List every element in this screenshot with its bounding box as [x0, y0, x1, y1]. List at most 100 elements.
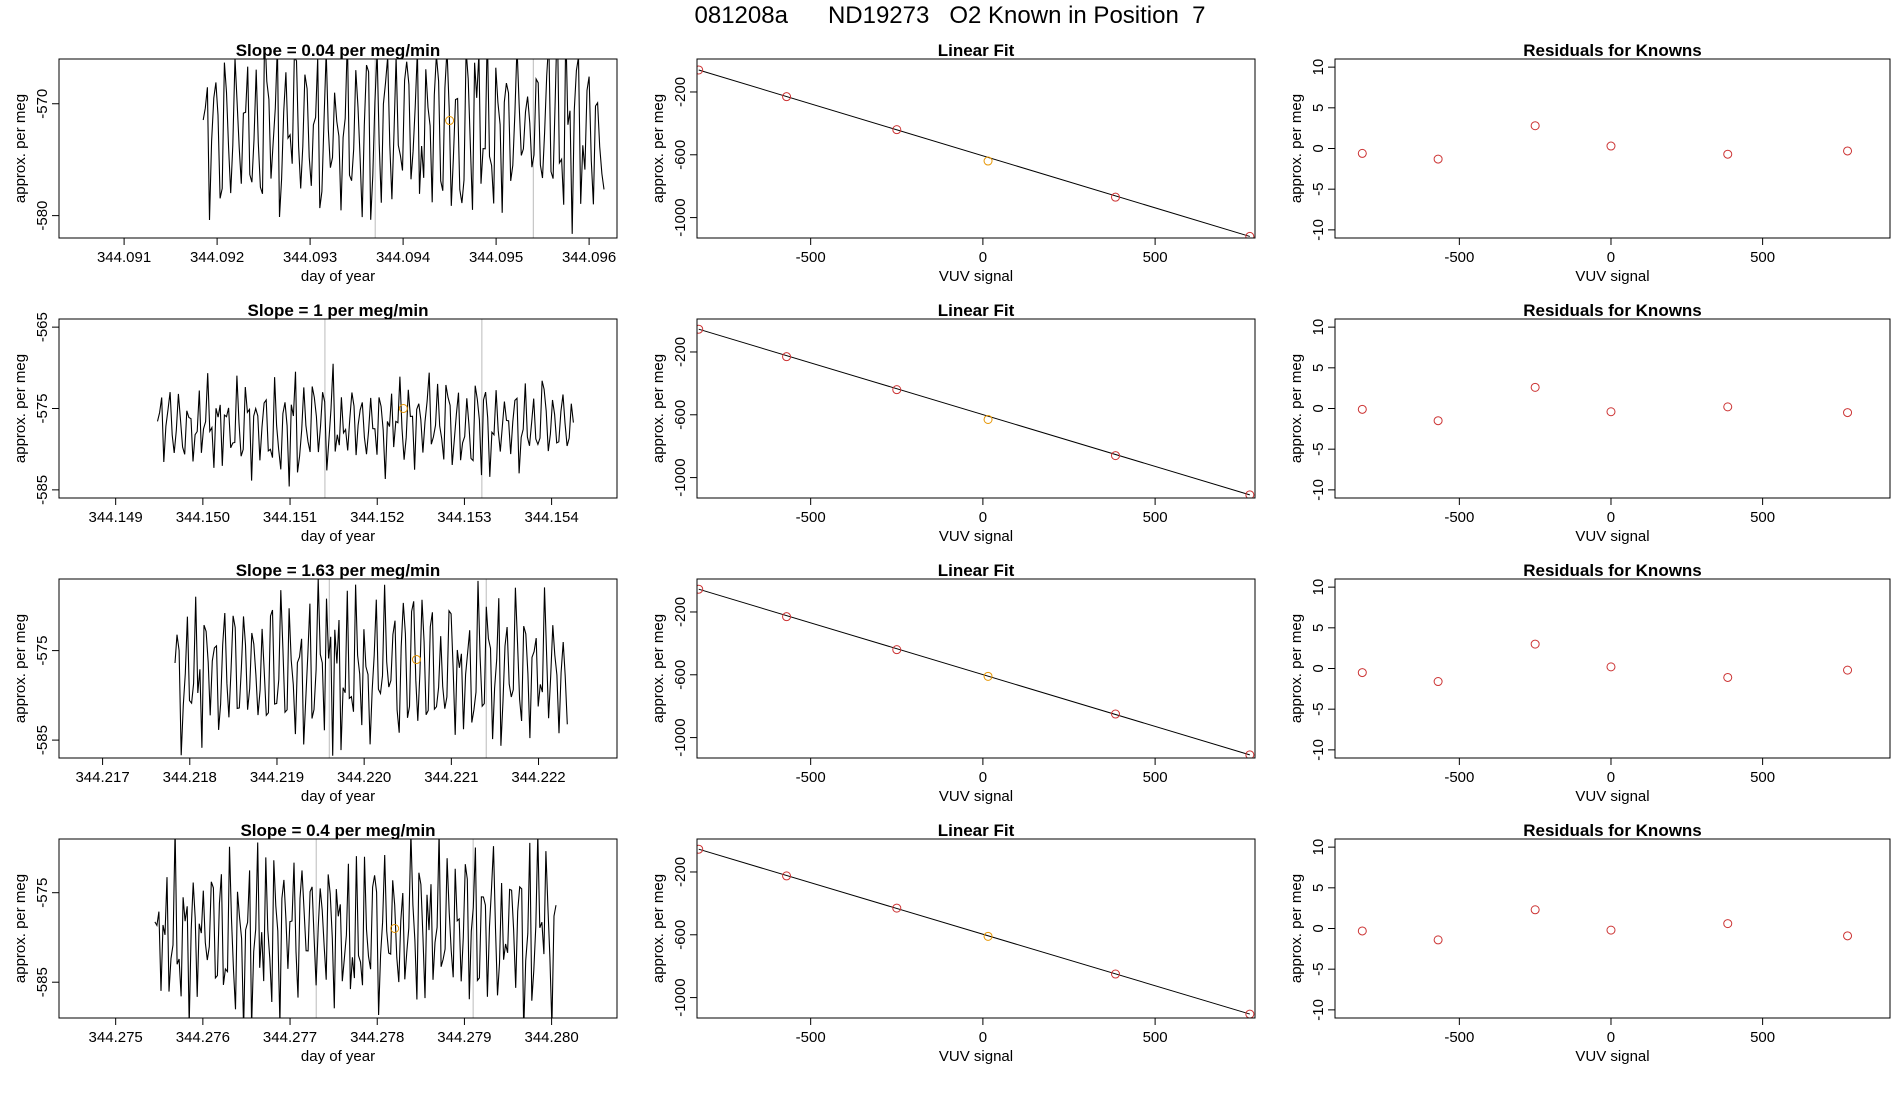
panel-r2-c2: Linear Fit -500 0 500 VUV signal -1000 -600 -20… [650, 301, 1256, 545]
y-tick-label: -10 [1310, 219, 1327, 241]
y-axis-label: approx. per meg [1288, 354, 1305, 463]
plot-area [156, 319, 574, 498]
fit-line [698, 848, 1250, 1015]
panel-r2-c1: Slope = 1 per meg/min 344.149 344.150 344.1… [12, 301, 618, 545]
data-point [1433, 935, 1443, 945]
y-tick-label: 5 [1310, 624, 1327, 632]
y-tick-label: -10 [1310, 999, 1327, 1021]
plot-title: Residuals for Knowns [1523, 821, 1702, 840]
panel-r3-c1: Slope = 1.63 per meg/min 344.217 344.218 34… [12, 561, 618, 805]
plot-area [697, 584, 1255, 758]
signal-trace [174, 579, 568, 756]
x-tick-label: 344.222 [511, 769, 565, 786]
y-tick-label: -600 [672, 920, 689, 950]
x-tick-label: -500 [796, 1029, 826, 1046]
y-tick-label: 0 [1310, 404, 1327, 412]
plot-area [1357, 121, 1853, 164]
x-tick-label: 344.095 [469, 249, 523, 266]
panel-r3-c2: Linear Fit -500 0 500 VUV signal -1000 -600 -20… [650, 561, 1256, 805]
panel-r2-c3: Residuals for Knowns -500 0 500 VUV signal -1… [1288, 301, 1891, 545]
plot-frame [696, 58, 1256, 239]
x-axis-label: VUV signal [1575, 528, 1649, 545]
y-axis-label: approx. per meg [650, 354, 667, 463]
y-tick-label: -565 [34, 312, 51, 342]
y-axis-label: approx. per meg [12, 874, 29, 983]
y-tick-label: -585 [34, 967, 51, 997]
plot-title: Residuals for Knowns [1523, 41, 1702, 60]
x-tick-label: 344.091 [97, 249, 151, 266]
y-axis-label: approx. per meg [1288, 94, 1305, 203]
plot-frame [696, 318, 1256, 499]
y-tick-label: -575 [34, 878, 51, 908]
data-point [1606, 141, 1616, 151]
x-axis-label: day of year [301, 1048, 375, 1065]
x-axis-label: VUV signal [939, 788, 1013, 805]
data-point [892, 645, 902, 655]
y-tick-label: 10 [1310, 319, 1327, 336]
x-tick-label: 344.277 [263, 1029, 317, 1046]
x-tick-label: 0 [1607, 1029, 1615, 1046]
data-point [1111, 969, 1120, 979]
y-tick-label: -1000 [672, 458, 689, 496]
y-tick-label: 0 [1310, 924, 1327, 932]
signal-trace [154, 839, 557, 1018]
x-tick-label: -500 [1444, 769, 1474, 786]
x-tick-label: 344.154 [524, 509, 578, 526]
plot-title: Residuals for Knowns [1523, 561, 1702, 580]
x-tick-label: 344.217 [75, 769, 129, 786]
plot-area [697, 65, 1255, 238]
x-tick-label: 344.275 [89, 1029, 143, 1046]
plot-area [1357, 639, 1853, 687]
plot-frame [58, 838, 618, 1019]
known-marker [398, 404, 408, 413]
data-point [1357, 148, 1367, 158]
plot-title: Linear Fit [938, 41, 1015, 60]
plot-title: Linear Fit [938, 821, 1015, 840]
plot-area [1357, 905, 1853, 945]
plot-title: Slope = 1.63 per meg/min [236, 561, 441, 580]
panel-r1-c1: Slope = 0.04 per meg/min 344.091 344.092 34… [12, 41, 618, 285]
panel-r1-c2: Linear Fit -500 0 500 VUV signal -1000 -600 -20… [650, 41, 1256, 285]
data-point [1843, 146, 1853, 156]
data-point [697, 844, 704, 854]
x-tick-label: -500 [796, 769, 826, 786]
x-tick-label: 344.151 [263, 509, 317, 526]
x-tick-label: -500 [796, 509, 826, 526]
data-point [1433, 416, 1443, 426]
panel-r4-c1: Slope = 0.4 per meg/min 344.275 344.276 344… [12, 821, 618, 1065]
y-tick-label: -1000 [672, 198, 689, 236]
x-tick-label: 0 [1607, 509, 1615, 526]
x-tick-label: 500 [1750, 769, 1775, 786]
data-point [1111, 709, 1120, 719]
x-tick-label: 344.093 [283, 249, 337, 266]
y-tick-label: -585 [34, 475, 51, 505]
x-tick-label: 0 [979, 1029, 987, 1046]
x-tick-label: 500 [1143, 769, 1168, 786]
data-point [1606, 662, 1616, 672]
y-tick-label: 5 [1310, 104, 1327, 112]
x-tick-label: 500 [1143, 1029, 1168, 1046]
x-tick-label: 500 [1143, 509, 1168, 526]
data-point [1843, 408, 1853, 418]
x-tick-label: 344.280 [524, 1029, 578, 1046]
x-axis-label: VUV signal [939, 268, 1013, 285]
y-axis-label: approx. per meg [12, 354, 29, 463]
plot-frame [1334, 318, 1891, 499]
data-point [1111, 451, 1120, 461]
plot-frame [58, 578, 618, 759]
x-axis-label: VUV signal [1575, 788, 1649, 805]
plot-title: Slope = 0.4 per meg/min [240, 821, 435, 840]
x-tick-label: -500 [796, 249, 826, 266]
x-tick-label: 344.219 [250, 769, 304, 786]
y-tick-label: -5 [1310, 963, 1327, 976]
data-point [1245, 750, 1255, 758]
data-point [1723, 919, 1733, 929]
x-tick-label: 344.276 [176, 1029, 230, 1046]
known-point [983, 414, 993, 424]
plot-area [1357, 382, 1853, 426]
x-tick-label: 344.220 [337, 769, 391, 786]
x-tick-label: 344.152 [350, 509, 404, 526]
signal-trace [156, 363, 574, 487]
data-point [1357, 668, 1367, 678]
x-tick-label: -500 [1444, 1029, 1474, 1046]
